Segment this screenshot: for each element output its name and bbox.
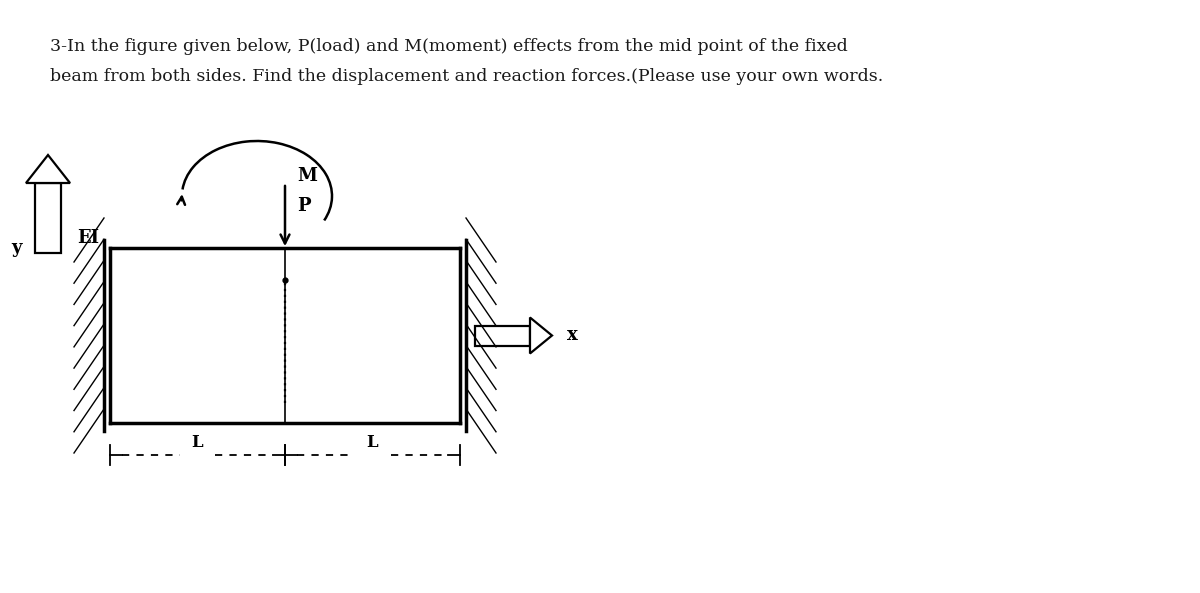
Polygon shape (26, 155, 70, 183)
Text: M: M (298, 167, 317, 185)
Text: L: L (367, 434, 378, 451)
Polygon shape (530, 317, 552, 353)
Text: P: P (298, 197, 311, 215)
Polygon shape (475, 326, 530, 346)
Polygon shape (35, 183, 61, 253)
Text: y: y (11, 239, 22, 257)
Text: beam from both sides. Find the displacement and reaction forces.(Please use your: beam from both sides. Find the displacem… (50, 68, 883, 85)
Text: x: x (568, 327, 577, 345)
Text: EI: EI (77, 229, 100, 247)
Text: 3-In the figure given below, P(load) and M(moment) effects from the mid point of: 3-In the figure given below, P(load) and… (50, 38, 847, 55)
Text: L: L (192, 434, 203, 451)
